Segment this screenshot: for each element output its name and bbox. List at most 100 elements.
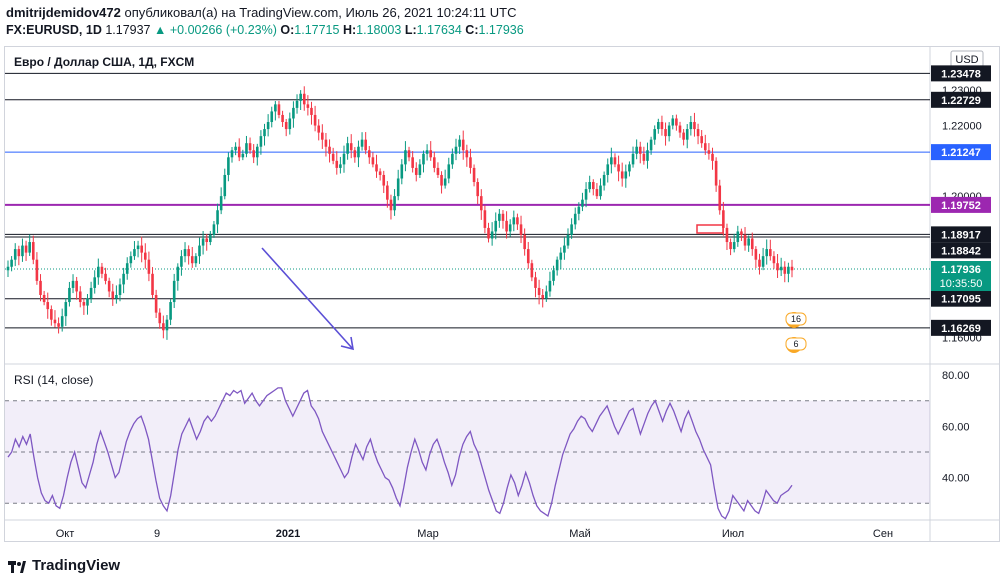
candle-body-164 xyxy=(599,185,602,197)
level-badge-text-7: 1.16269 xyxy=(941,323,981,335)
candle-body-156 xyxy=(570,224,573,235)
candle-body-193 xyxy=(703,143,707,151)
candle-body-22 xyxy=(86,298,89,306)
candle-body-105 xyxy=(386,185,389,200)
candle-body-206 xyxy=(750,238,754,250)
candle-body-52 xyxy=(194,256,198,264)
candle-body-172 xyxy=(628,164,631,172)
candle-body-25 xyxy=(97,266,100,278)
candle-body-200 xyxy=(729,242,732,250)
candle-body-190 xyxy=(693,122,696,130)
candle-body-178 xyxy=(649,139,653,151)
candlestick-series xyxy=(6,86,794,340)
candle-body-101 xyxy=(371,157,375,165)
candle-body-167 xyxy=(610,157,613,165)
candle-body-170 xyxy=(620,171,624,179)
candle-body-73 xyxy=(270,111,274,123)
candle-body-207 xyxy=(754,249,758,260)
candle-body-139 xyxy=(508,224,512,232)
candle-body-24 xyxy=(93,277,97,288)
candle-body-97 xyxy=(357,146,360,158)
candle-body-118 xyxy=(433,157,436,168)
candle-body-90 xyxy=(331,153,335,161)
time-tick-3: Мар xyxy=(417,528,439,540)
candle-body-171 xyxy=(624,171,628,179)
candle-body-140 xyxy=(512,217,516,225)
candle-body-77 xyxy=(284,122,288,130)
candle-body-10 xyxy=(42,294,46,303)
candle-body-17 xyxy=(68,287,71,303)
time-axis-ticks: Окт 9 2021 Мар Май Июл Сен xyxy=(56,528,893,540)
highlight-box[interactable] xyxy=(696,224,724,234)
candle-body-54 xyxy=(201,238,205,246)
candle-body-8 xyxy=(35,259,39,281)
candle-body-111 xyxy=(407,150,411,158)
candle-body-184 xyxy=(671,118,675,126)
candle-body-53 xyxy=(198,245,201,257)
candle-body-177 xyxy=(646,150,649,161)
candle-body-147 xyxy=(537,287,541,295)
event-count-2: 6 xyxy=(793,339,798,349)
candle-body-186 xyxy=(678,125,682,133)
candle-body-181 xyxy=(660,122,664,130)
currency-badge[interactable]: USD xyxy=(950,50,984,68)
candle-body-194 xyxy=(707,150,711,154)
candle-body-26 xyxy=(100,266,104,274)
candle-body-51 xyxy=(190,256,194,264)
level-badge-text-2: 1.21247 xyxy=(941,147,981,159)
candle-body-9 xyxy=(39,280,42,295)
candle-body-127 xyxy=(465,150,469,158)
trend-arrow[interactable] xyxy=(261,247,354,351)
candle-body-128 xyxy=(469,157,472,168)
candle-body-6 xyxy=(28,242,31,253)
horizontal-levels[interactable] xyxy=(5,72,930,329)
candle-body-120 xyxy=(440,174,443,186)
candle-body-70 xyxy=(259,136,263,147)
candle-body-92 xyxy=(339,164,342,168)
event-count-1: 16 xyxy=(791,314,801,324)
candle-body-123 xyxy=(451,153,454,165)
candle-body-176 xyxy=(642,153,646,161)
candle-body-173 xyxy=(631,153,635,165)
event-markers[interactable]: 16 6 xyxy=(785,312,807,353)
candle-body-68 xyxy=(252,150,255,158)
level-badge-6 xyxy=(931,290,991,307)
candle-body-130 xyxy=(476,182,479,197)
candle-body-148 xyxy=(541,294,545,299)
candle-body-2 xyxy=(13,249,17,260)
candle-body-44 xyxy=(165,319,169,331)
candle-body-199 xyxy=(725,227,729,243)
candle-body-132 xyxy=(483,210,487,228)
candle-body-0 xyxy=(6,266,10,271)
level-badge-text-4: 1.18917 xyxy=(941,229,981,241)
rsi-tick-0: 80.00 xyxy=(942,370,970,382)
level-badge-3 xyxy=(931,196,991,213)
candle-body-161 xyxy=(588,182,591,190)
author-name[interactable]: dmitrijdemidov472 xyxy=(6,5,121,20)
candle-body-104 xyxy=(382,174,386,186)
candle-body-210 xyxy=(765,249,769,257)
rsi-title: RSI (14, close) xyxy=(14,373,93,387)
tradingview-brand[interactable]: TradingView xyxy=(8,557,120,574)
price-axis-badges: 1.23478 1.22729 1.21247 1.19752 1.18917 1.188… xyxy=(931,65,991,336)
candle-body-15 xyxy=(60,316,64,327)
countdown-text: 10:35:50 xyxy=(940,278,983,290)
candle-body-110 xyxy=(404,150,407,165)
candle-body-88 xyxy=(324,139,328,147)
candle-body-43 xyxy=(162,323,165,331)
price-change: +0.00266 (+0.23%) xyxy=(169,23,277,37)
candle-body-151 xyxy=(552,270,555,281)
candle-body-48 xyxy=(180,256,183,267)
candle-body-40 xyxy=(151,273,154,295)
candle-body-197 xyxy=(718,185,722,211)
candle-body-192 xyxy=(700,136,703,144)
level-badge-7 xyxy=(931,319,991,336)
candle-body-145 xyxy=(530,263,534,278)
candle-body-162 xyxy=(591,182,595,190)
candle-body-208 xyxy=(758,259,761,267)
candle-body-21 xyxy=(82,302,86,306)
candle-body-168 xyxy=(613,157,617,165)
candle-body-146 xyxy=(534,277,537,288)
candle-body-159 xyxy=(581,199,584,207)
